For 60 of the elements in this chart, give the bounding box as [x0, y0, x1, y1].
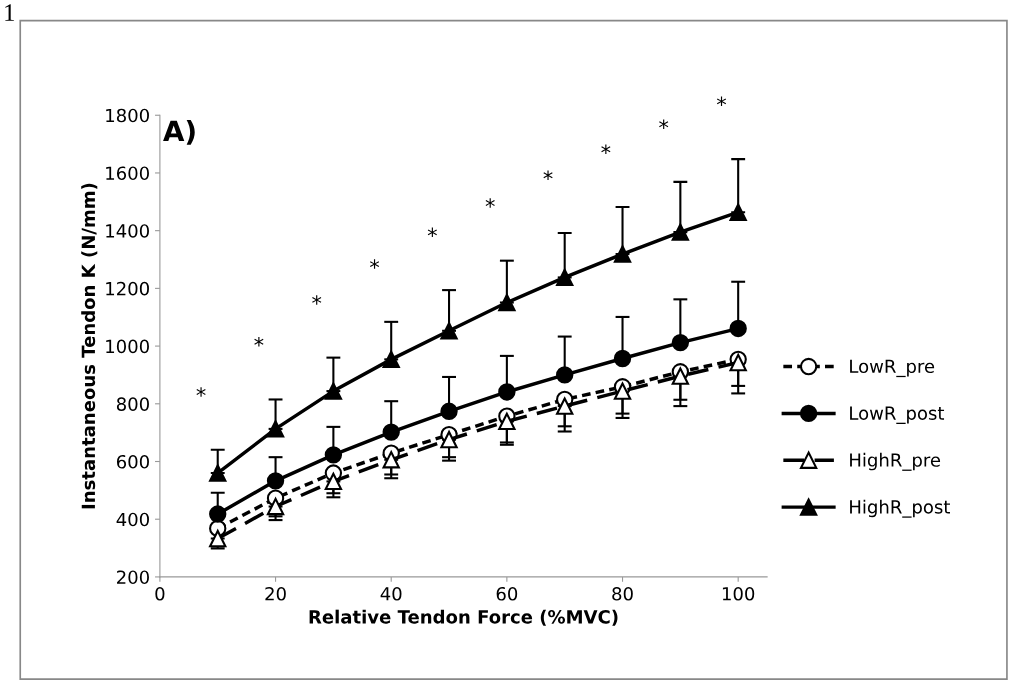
point: [498, 412, 516, 431]
point: [382, 350, 400, 369]
point: [266, 420, 285, 438]
annotation: *: [369, 259, 380, 269]
y-tick-label: 400: [116, 512, 149, 527]
point: [498, 383, 516, 401]
point: [671, 223, 690, 241]
point: [209, 464, 227, 482]
annotation: *: [601, 144, 611, 155]
point: [729, 319, 747, 338]
point: [209, 505, 227, 523]
legend-label: HighR_post: [850, 499, 950, 518]
annotation: *: [312, 295, 322, 305]
y-tick-label: 1000: [106, 339, 149, 354]
point: [324, 382, 343, 400]
point: [556, 268, 574, 287]
annotation: *: [427, 227, 437, 238]
x-axis-title: Relative Tendon Force (%MVC): [309, 609, 618, 626]
point: [671, 367, 690, 385]
legend-label: LowR_post: [850, 406, 945, 424]
point: [498, 293, 516, 312]
y-tick-label: 800: [116, 397, 149, 411]
y-tick-label: 1200: [106, 281, 149, 296]
point: [440, 430, 458, 449]
point: [613, 382, 632, 400]
text: *: [716, 96, 727, 107]
annotation: A): [163, 119, 195, 145]
x-tick-label: 0: [155, 586, 165, 601]
x-tick-label: 60: [496, 586, 518, 601]
point: [556, 366, 574, 384]
point: [440, 402, 458, 420]
y-tick-label: 1600: [106, 166, 149, 181]
legend-label: HighR_pre: [850, 452, 941, 471]
annotation: *: [659, 119, 669, 129]
point: [729, 203, 747, 221]
point: [671, 333, 690, 352]
point: [556, 397, 574, 415]
point: [613, 245, 632, 263]
point: [613, 349, 632, 368]
point: [324, 446, 343, 464]
annotation: *: [485, 198, 495, 208]
y-tick-label: 1400: [106, 224, 149, 238]
legend-label: LowR_pre: [850, 359, 935, 378]
point: [266, 472, 285, 490]
x-tick-label: 40: [380, 586, 402, 601]
y-tick-label: 200: [117, 570, 149, 585]
x-tick-label: 80: [612, 586, 633, 601]
y-tick-label: 1800: [106, 108, 149, 123]
point: [382, 451, 400, 469]
annotation: *: [543, 170, 553, 180]
y-tick-label: 600: [116, 454, 149, 469]
x-tick-label: 100: [722, 586, 755, 601]
y-axis-title: Instantaneous Tendon K (N/mm): [81, 183, 98, 509]
x-tick-label: 20: [265, 586, 286, 601]
text: 1: [5, 4, 15, 21]
annotation: *: [254, 336, 264, 347]
point: [209, 529, 227, 548]
annotation: *: [196, 387, 206, 397]
point: [382, 423, 400, 441]
point: [440, 322, 458, 340]
